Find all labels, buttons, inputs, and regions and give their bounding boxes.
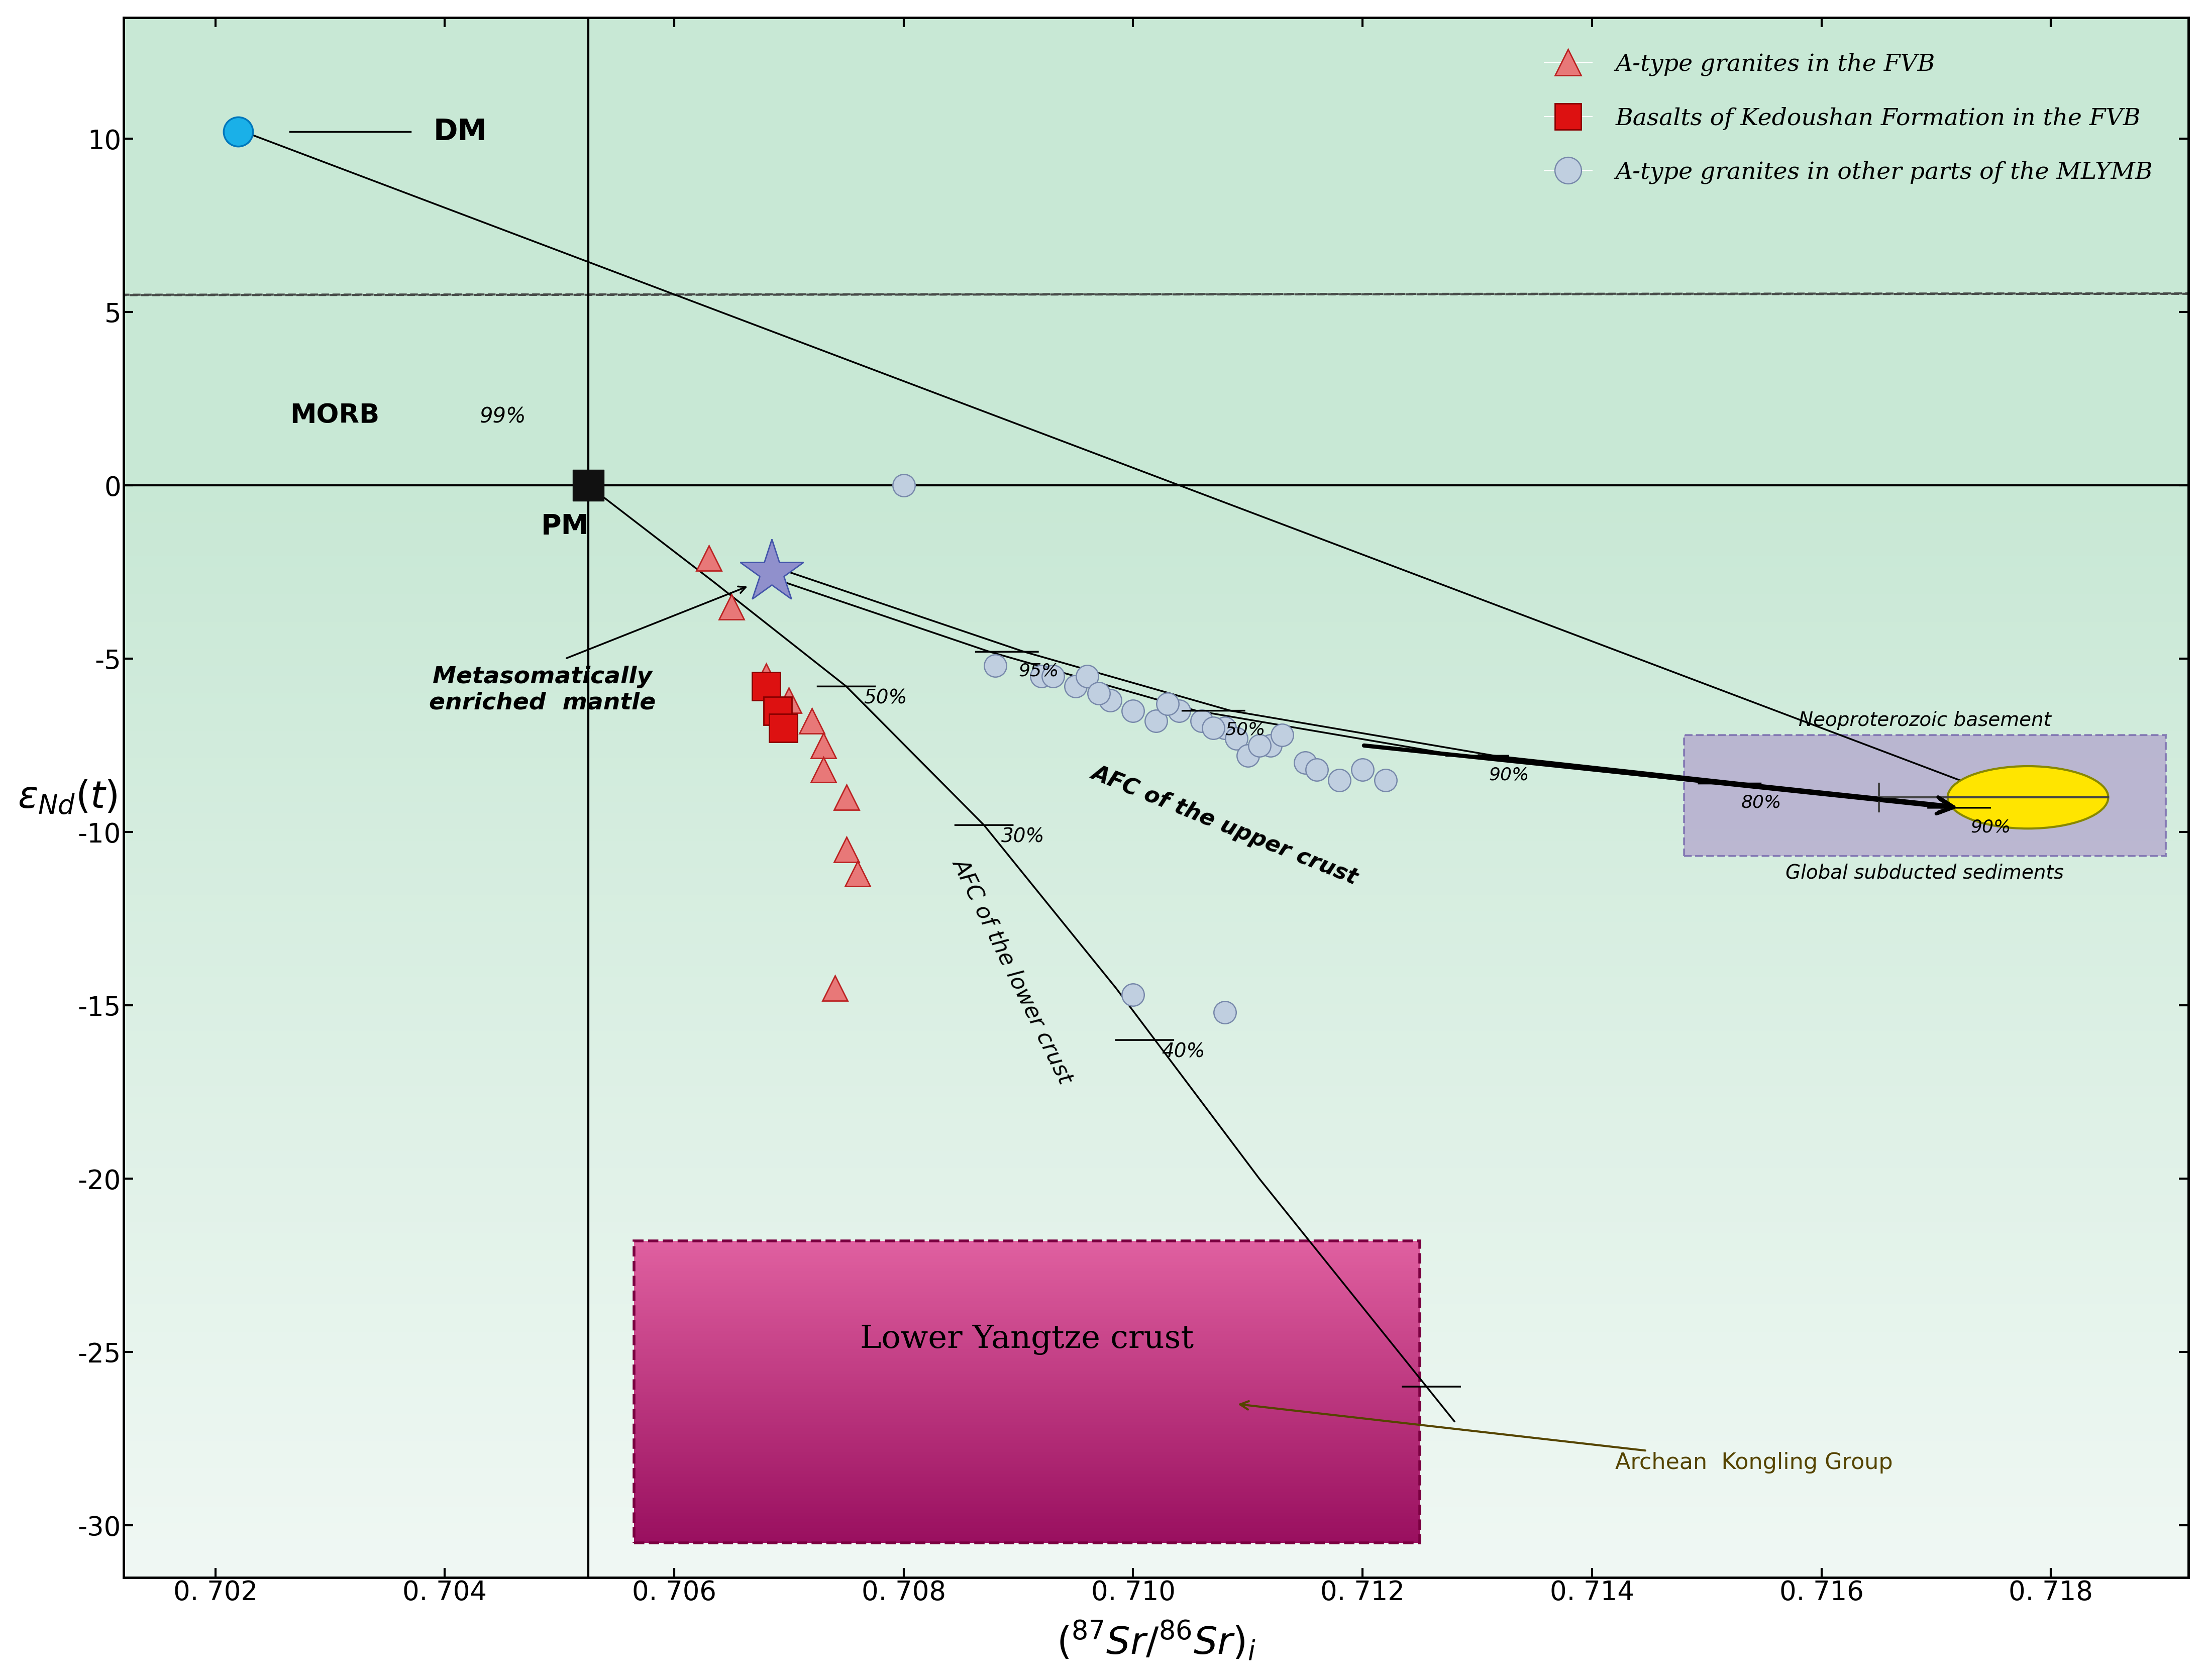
Y-axis label: $\varepsilon_{Nd}(t)$: $\varepsilon_{Nd}(t)$ <box>18 778 117 816</box>
Text: Neoproterozoic basement: Neoproterozoic basement <box>1798 711 2052 729</box>
Text: 90%: 90% <box>1970 818 2012 835</box>
Text: 80%: 80% <box>1741 795 1782 811</box>
Bar <box>1683 734 2166 857</box>
X-axis label: $(^{87}Sr/^{86}Sr)_i$: $(^{87}Sr/^{86}Sr)_i$ <box>1057 1620 1255 1663</box>
Text: Global subducted sediments: Global subducted sediments <box>1785 864 2065 882</box>
Text: Metasomatically
enriched  mantle: Metasomatically enriched mantle <box>428 665 655 714</box>
Text: AFC of the upper crust: AFC of the upper crust <box>1088 761 1361 889</box>
Text: Archean  Kongling Group: Archean Kongling Group <box>1240 1401 1893 1473</box>
Legend: A-type granites in the FVB, Basalts of Kedoushan Formation in the FVB, A-type gr: A-type granites in the FVB, Basalts of K… <box>1520 29 2177 208</box>
Text: 95%: 95% <box>1019 662 1059 679</box>
Text: 50%: 50% <box>863 689 907 707</box>
Text: AFC of the lower crust: AFC of the lower crust <box>949 855 1077 1087</box>
Text: 30%: 30% <box>1002 827 1046 847</box>
Bar <box>633 1242 1421 1542</box>
Text: 90%: 90% <box>1489 766 1529 783</box>
Text: 99%: 99% <box>479 407 525 427</box>
Text: PM: PM <box>540 512 589 539</box>
Text: 50%: 50% <box>1224 721 1266 739</box>
Bar <box>124 17 2188 486</box>
Text: 40%: 40% <box>1163 1042 1204 1062</box>
Text: DM: DM <box>432 118 488 146</box>
Text: MORB: MORB <box>289 403 379 428</box>
Text: Lower Yangtze crust: Lower Yangtze crust <box>860 1324 1193 1356</box>
FancyArrowPatch shape <box>1478 756 1955 813</box>
Ellipse shape <box>1948 766 2109 828</box>
Ellipse shape <box>0 146 2206 444</box>
